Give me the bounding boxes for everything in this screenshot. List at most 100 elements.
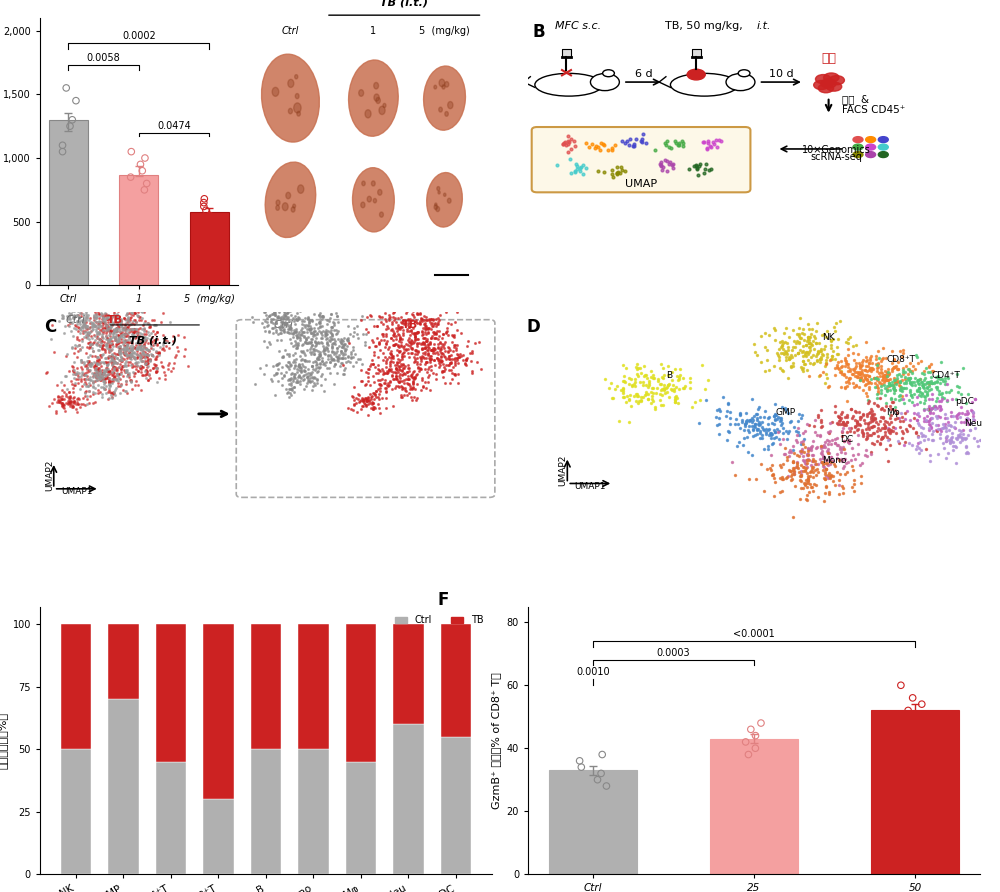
Point xyxy=(317,358,333,372)
Point xyxy=(820,468,836,483)
Point xyxy=(302,376,318,390)
Point xyxy=(51,393,67,408)
Point xyxy=(306,327,322,342)
Point xyxy=(277,315,293,329)
Point xyxy=(884,356,900,370)
Point xyxy=(378,385,394,400)
Point xyxy=(430,340,446,354)
Point xyxy=(881,422,897,436)
Point xyxy=(954,434,970,448)
Point xyxy=(786,446,802,460)
Point xyxy=(128,324,144,338)
Point xyxy=(793,469,809,483)
Point xyxy=(101,373,117,387)
Point xyxy=(51,395,67,409)
Point xyxy=(407,334,423,348)
Point xyxy=(327,357,343,371)
Point xyxy=(97,351,113,365)
Point xyxy=(740,747,756,762)
Point xyxy=(89,335,105,350)
Point xyxy=(359,276,375,290)
Point xyxy=(861,375,877,389)
Point xyxy=(407,347,423,361)
Point xyxy=(985,409,1000,423)
Point xyxy=(432,343,448,358)
Point xyxy=(914,377,930,392)
Point xyxy=(97,307,113,321)
Point xyxy=(403,333,419,347)
Point xyxy=(839,394,855,409)
Point xyxy=(59,382,75,396)
Point xyxy=(265,359,281,373)
Point xyxy=(141,318,157,332)
Point xyxy=(92,363,108,377)
Point xyxy=(744,419,760,434)
Point xyxy=(902,413,918,427)
Point xyxy=(857,371,873,385)
Point xyxy=(764,467,780,482)
Point xyxy=(78,327,94,342)
Point xyxy=(909,390,925,404)
Point xyxy=(964,404,980,418)
Point xyxy=(921,377,937,392)
Point xyxy=(283,367,299,381)
Point xyxy=(658,381,674,395)
Point xyxy=(73,360,89,375)
Point xyxy=(392,322,408,336)
Point xyxy=(363,280,379,294)
Point xyxy=(427,326,443,340)
Point xyxy=(108,320,124,334)
Point xyxy=(410,360,426,375)
Point xyxy=(590,772,606,787)
Point xyxy=(118,375,134,389)
Point xyxy=(95,380,111,394)
Point xyxy=(77,318,93,332)
Point xyxy=(392,320,408,334)
Point xyxy=(324,344,340,359)
Point xyxy=(280,326,296,340)
Point xyxy=(372,378,388,392)
Point xyxy=(108,337,124,351)
Point xyxy=(126,325,142,339)
Text: FACS CD45⁺: FACS CD45⁺ xyxy=(842,105,905,115)
Point xyxy=(879,366,895,380)
Point xyxy=(408,368,424,383)
Point xyxy=(848,377,864,392)
Point xyxy=(130,305,146,319)
Point xyxy=(121,368,137,382)
Point xyxy=(778,352,794,367)
Point xyxy=(764,417,780,431)
Point xyxy=(804,460,820,475)
Point xyxy=(918,361,934,376)
Point xyxy=(388,378,404,392)
Point xyxy=(859,425,875,440)
Point xyxy=(915,376,931,391)
Point xyxy=(292,333,308,347)
Point xyxy=(876,368,892,382)
Point xyxy=(80,354,96,368)
Point xyxy=(98,379,114,393)
Bar xyxy=(346,762,376,874)
Point xyxy=(349,326,365,341)
Point xyxy=(273,315,289,329)
Point xyxy=(361,276,377,290)
Text: 1: 1 xyxy=(370,26,376,36)
Point xyxy=(78,330,94,344)
Point xyxy=(105,303,121,318)
Point xyxy=(135,331,151,345)
Point xyxy=(64,112,80,127)
Point xyxy=(840,357,856,371)
Point xyxy=(904,395,920,409)
Point xyxy=(78,378,94,392)
Point xyxy=(628,359,644,374)
Point xyxy=(855,374,871,388)
Point xyxy=(16,278,32,293)
Point xyxy=(156,343,172,358)
Point xyxy=(922,405,938,419)
Point xyxy=(318,293,334,308)
Point xyxy=(869,370,885,384)
Point xyxy=(415,321,431,335)
Point xyxy=(65,384,81,399)
Point xyxy=(329,350,345,364)
Point xyxy=(866,396,882,410)
